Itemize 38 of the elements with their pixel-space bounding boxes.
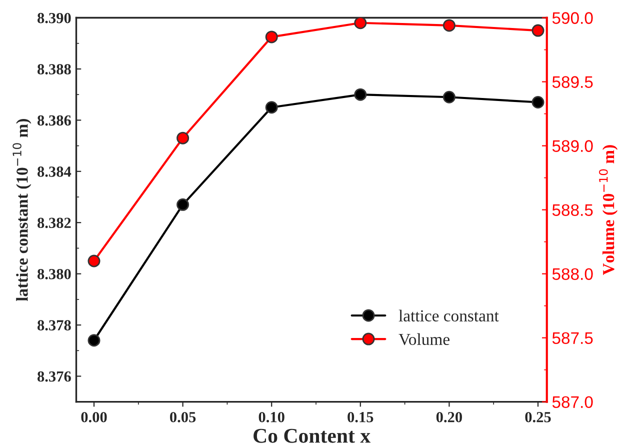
y-tick-label: 8.390	[38, 12, 71, 24]
y-tick-label: 8.378	[38, 320, 71, 331]
x-tick-label: 0.10	[258, 412, 284, 422]
y2-tick-label: 589.5	[552, 76, 593, 88]
y-axis-title: lattice constant (10$^{−10}$ m)	[12, 119, 32, 302]
legend-label: Volume	[398, 333, 450, 346]
point	[354, 18, 367, 30]
y-tick-label: 8.384	[38, 166, 72, 177]
point	[88, 254, 100, 268]
x-tick-label: 0.05	[170, 412, 196, 422]
point	[532, 24, 544, 37]
x-tick-label: 0.00	[81, 412, 107, 422]
x-tick-label: 0.25	[525, 412, 551, 422]
point	[265, 30, 278, 44]
point	[354, 88, 367, 101]
y-tick-label: 8.376	[38, 371, 71, 382]
y2-tick-label: 588.5	[552, 204, 593, 216]
x-tick-label: 0.20	[436, 412, 462, 422]
y-tick-label: 8.388	[38, 64, 71, 74]
point	[265, 101, 278, 114]
point	[176, 132, 190, 144]
point	[442, 90, 456, 104]
point	[88, 334, 100, 347]
y-tick-label: 8.386	[38, 115, 71, 126]
y-tick-label: 8.382	[38, 218, 71, 228]
point	[532, 96, 544, 109]
y-tick-label: 8.380	[38, 268, 71, 280]
y2-tick-label: 589.0	[552, 140, 593, 152]
x-tick-label: 0.15	[348, 412, 374, 422]
y2-tick-label: 587.0	[552, 396, 593, 408]
x-axis-title: Co Content x	[254, 428, 370, 443]
legend-label: lattice constant	[398, 310, 499, 322]
point	[176, 198, 190, 211]
point	[442, 19, 456, 32]
y2-tick-label: 590.0	[552, 12, 593, 24]
y2-tick-label: 588.0	[552, 268, 593, 280]
y2-tick-label: 587.5	[552, 332, 593, 344]
y2-axis-title: Volume (10$^{−10}$ m)	[598, 145, 618, 276]
